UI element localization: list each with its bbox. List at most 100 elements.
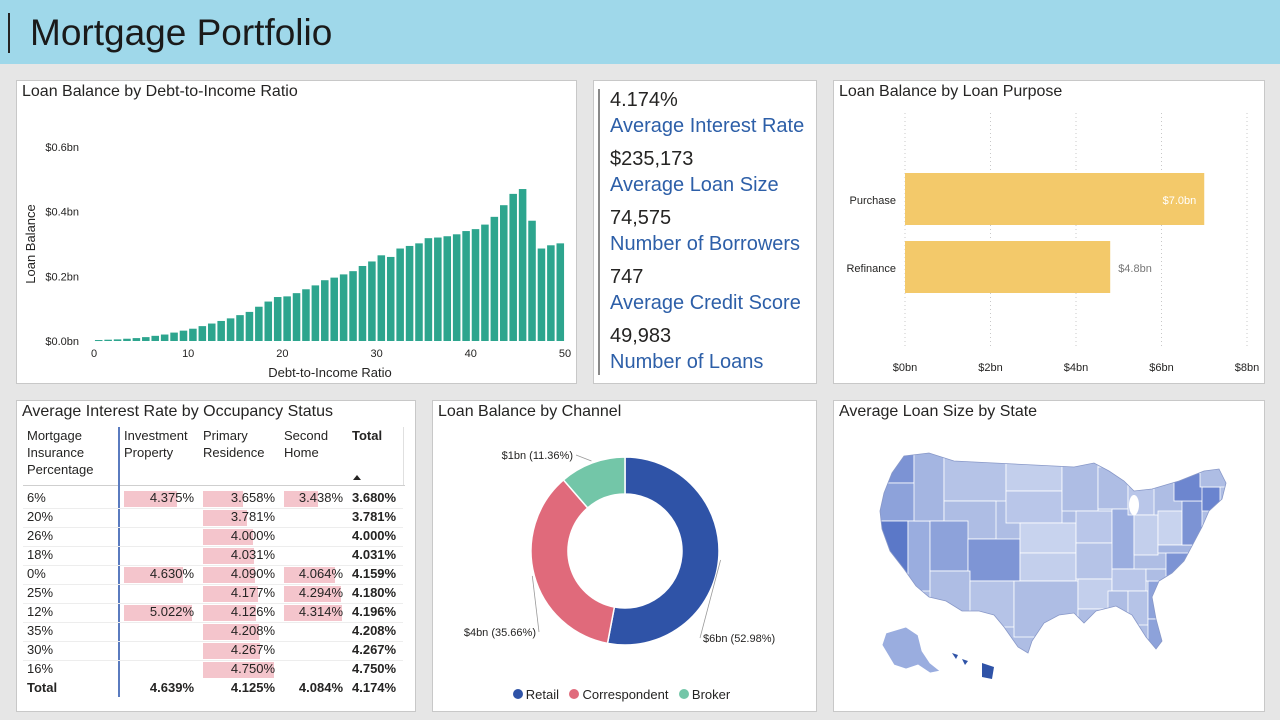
row-divider — [23, 584, 403, 585]
row-label: 20% — [27, 509, 54, 524]
dti-bar — [123, 338, 131, 341]
dti-bar — [490, 216, 499, 341]
dti-bar — [302, 289, 310, 341]
dti-bar — [339, 274, 348, 341]
row-divider — [23, 641, 403, 642]
header-divider — [23, 485, 405, 486]
x-tick-label: 0 — [91, 348, 97, 360]
cell-total: 3.781% — [352, 509, 397, 524]
page-title: Mortgage Portfolio — [30, 12, 333, 53]
legend-item-broker[interactable]: Broker — [678, 686, 731, 702]
row-label: 30% — [27, 642, 54, 657]
purpose-bar — [905, 241, 1111, 293]
purpose-chart: $0bn $2bn $4bn $6bn $8bn Purchase $7.0bn Refina… — [846, 113, 1259, 374]
dti-bar — [386, 256, 395, 341]
dti-bar — [113, 339, 122, 341]
header-right-border — [403, 427, 404, 485]
category-label: Refinance — [846, 263, 896, 275]
leader-line — [575, 454, 592, 462]
dti-bar — [481, 224, 489, 341]
data-label: $7.0bn — [1163, 195, 1197, 207]
row-divider — [23, 546, 403, 547]
purpose-chart-card[interactable]: Loan Balance by Loan Purpose $0bn $2bn $4b… — [833, 80, 1265, 384]
row-label: 18% — [27, 547, 54, 562]
cell-databar — [284, 567, 336, 583]
total-primary: 4.125% — [230, 680, 275, 695]
dti-bar — [518, 189, 527, 341]
cell-databar — [203, 567, 256, 583]
dti-chart-card[interactable]: Loan Balance by Debt-to-Income Ratio $0.… — [16, 80, 577, 384]
legend-item-correspondent[interactable]: Correspondent — [569, 687, 668, 702]
legend-dot-correspondent — [569, 689, 580, 699]
kpi-label: Number of Borrowers — [610, 233, 801, 255]
dti-bar — [255, 306, 263, 341]
cell-value: 4.267% — [230, 642, 275, 657]
dti-bar — [396, 248, 404, 341]
dti-bar — [424, 238, 433, 341]
cell-databar — [203, 662, 274, 678]
sort-arrow-icon[interactable] — [353, 475, 361, 480]
dti-bar — [537, 248, 546, 341]
total-second: 4.084% — [298, 680, 343, 695]
cell-total: 4.208% — [352, 623, 397, 638]
kpi-label: Number of Loans — [610, 351, 764, 373]
dti-bar — [405, 245, 414, 341]
kpi-label: Average Credit Score — [610, 292, 801, 314]
leader-line — [699, 559, 721, 639]
dti-bar — [236, 315, 244, 341]
cell-total: 4.267% — [352, 642, 397, 657]
dti-bar — [358, 265, 367, 341]
legend-label-broker: Broker — [691, 686, 731, 702]
legend-dot-retail — [512, 689, 523, 699]
x-tick-label: $0bn — [893, 362, 917, 374]
legend-label-retail: Retail — [525, 686, 560, 702]
alaska-shape — [881, 626, 941, 674]
dti-bar — [160, 334, 169, 341]
dti-chart: $0.0bn $0.2bn $0.4bn $0.6bn 0 10 20 30 40 50 Debt-… — [23, 142, 571, 380]
header-total: Total — [352, 428, 383, 443]
row-divider — [23, 660, 403, 661]
y-axis-label: Loan Balance — [23, 204, 38, 284]
dti-bar — [528, 220, 536, 341]
cell-databar — [124, 491, 177, 507]
row-label: 25% — [27, 585, 54, 600]
cell-value: 4.375% — [149, 490, 194, 505]
cell-total: 3.680% — [352, 490, 397, 505]
occupancy-table: Mortgage Insurance Percentage Investment … — [17, 401, 415, 711]
x-tick-label: 30 — [370, 348, 382, 360]
state-map-card[interactable]: Average Loan Size by State — [833, 400, 1265, 712]
header-accent-bar — [8, 13, 10, 53]
row-divider — [23, 565, 403, 566]
x-tick-label: $2bn — [978, 362, 1002, 374]
channel-chart-card[interactable]: Loan Balance by Channel $6bn (52.98%) $4b… — [432, 400, 817, 712]
channel-chart: $6bn (52.98%) $4bn (35.66%) $1bn (11.36%) — [464, 450, 775, 646]
total-grand: 4.174% — [352, 680, 397, 695]
category-label: Purchase — [850, 195, 896, 207]
legend-item-retail[interactable]: Retail — [512, 686, 560, 702]
cell-value: 4.294% — [298, 585, 343, 600]
x-tick-label: $4bn — [1064, 362, 1088, 374]
occupancy-table-card[interactable]: Average Interest Rate by Occupancy Statu… — [16, 400, 416, 712]
kpi-label: Average Interest Rate — [610, 115, 805, 137]
kpi-value: 4.174% — [610, 89, 678, 111]
us-states — [880, 453, 1226, 653]
cell-total: 4.159% — [352, 566, 397, 581]
dti-bar — [292, 293, 301, 341]
cell-databar — [203, 510, 247, 526]
dti-bar — [368, 261, 376, 341]
total-investment: 4.639% — [149, 680, 194, 695]
donut-slice — [606, 456, 720, 646]
header-primary: Primary Residence — [203, 428, 265, 460]
dti-bar — [217, 320, 225, 341]
kpi-label: Average Loan Size — [610, 174, 779, 196]
dti-bar — [434, 237, 442, 341]
kpi-value: 49,983 — [610, 325, 672, 347]
x-tick-label: $6bn — [1149, 362, 1173, 374]
cell-total: 4.180% — [352, 585, 397, 600]
cell-value: 4.750% — [230, 661, 275, 676]
dti-bar — [245, 311, 254, 341]
dti-bar — [330, 277, 338, 341]
cell-value: 4.208% — [230, 623, 275, 638]
dti-bar — [415, 243, 423, 341]
row-label: 6% — [27, 490, 46, 505]
